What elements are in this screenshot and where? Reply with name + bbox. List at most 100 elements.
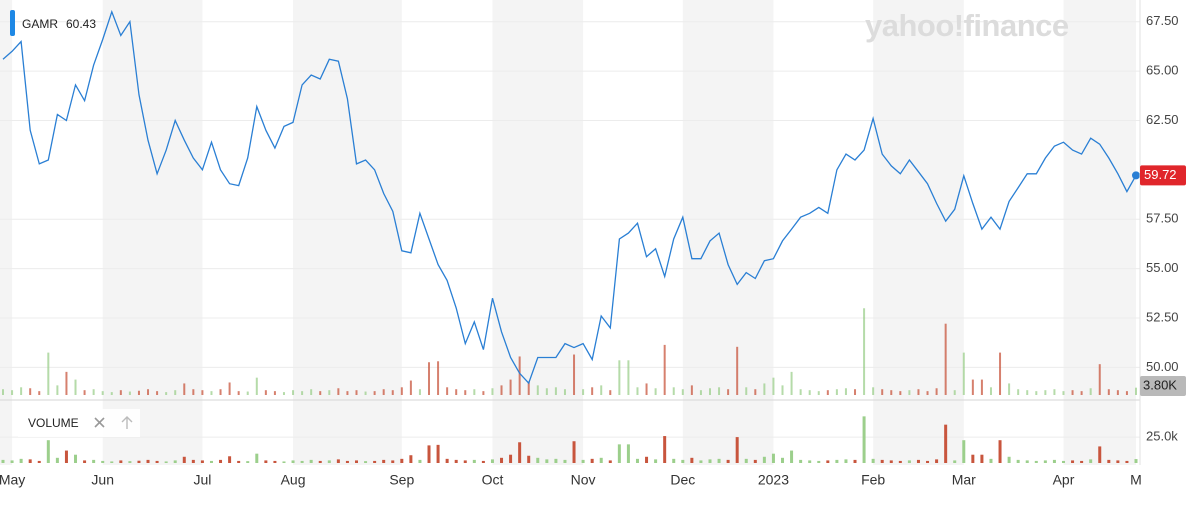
volume-overlay-bar [264,390,267,395]
volume-overlay-bar [863,308,866,395]
volume-overlay-bar [382,389,385,395]
x-tick-label: M [1130,472,1142,488]
volume-bar [1,459,5,463]
volume-overlay-bar [391,390,394,395]
volume-overlay-bar [418,389,421,395]
volume-overlay-bar [183,383,186,395]
volume-bar [219,459,223,463]
volume-bar [191,459,195,463]
volume-overlay-bar [310,389,313,395]
volume-overlay-bar [727,389,730,395]
x-tick-label: 2023 [758,472,789,488]
volume-overlay-bar [47,352,50,395]
x-tick-label: May [0,472,25,488]
volume-bar [953,460,957,463]
volume-bar [717,458,721,463]
y-tick-label: 52.50 [1146,309,1179,324]
month-band [873,0,964,465]
volume-overlay-bar [654,388,657,395]
volume-overlay-bar [899,391,902,395]
volume-tag [1140,376,1186,396]
volume-overlay-bar [736,346,739,395]
volume-bar [826,460,830,463]
volume-bar [989,458,993,463]
x-tick-label: Dec [670,472,695,488]
volume-bar [799,459,803,463]
volume-overlay-bar [473,389,476,395]
volume-tag-label: 3.80K [1143,377,1177,392]
volume-bar [364,461,368,463]
volume-bar [391,460,395,463]
volume-overlay-bar [437,361,440,395]
volume-bar [527,455,531,463]
volume-bar [753,459,757,463]
month-band [0,0,13,465]
volume-bar [481,460,485,463]
volume-bar [382,459,386,463]
volume-overlay-bar [573,354,576,395]
volume-overlay-bar [500,385,503,395]
volume-bar [744,458,748,463]
volume-bar [155,460,159,463]
volume-overlay-bar [718,387,721,395]
volume-overlay-bar [1044,390,1047,395]
volume-bar [971,454,975,463]
volume-overlay-bar [944,323,947,395]
volume-bar [246,461,250,463]
volume-overlay-bar [600,385,603,395]
close-icon[interactable] [94,417,105,428]
volume-bar [726,459,730,463]
volume-bar [1125,460,1129,463]
volume-overlay-bar [745,387,748,395]
volume-bar [509,454,513,463]
x-tick-label: Oct [482,472,504,488]
volume-bar [663,436,667,463]
volume-overlay-bar [772,377,775,395]
volume-bar [46,440,50,463]
volume-bar [790,450,794,463]
volume-overlay-bar [926,391,929,395]
volume-bar [1071,460,1075,463]
volume-overlay-bar [509,379,512,395]
price-tag-label: 59.72 [1144,167,1177,182]
volume-overlay-bar [246,391,249,395]
volume-overlay-bar [672,387,675,395]
volume-overlay-bar [2,389,4,395]
volume-overlay-bar [1089,388,1092,395]
volume-bar [427,445,431,463]
month-band [293,0,402,465]
volume-bar [436,444,440,463]
volume-bar [255,453,259,463]
x-tick-label: Jun [91,472,114,488]
volume-bar [1043,460,1047,463]
volume-overlay-bar [518,356,521,395]
volume-bar [581,459,585,463]
volume-overlay-bar [201,390,204,395]
volume-bar [110,461,114,463]
volume-bar [980,454,984,463]
volume-overlay-bar [754,389,757,395]
y-tick-label: 25.0k [1146,429,1178,444]
volume-bar [916,459,920,463]
volume-bar [1016,459,1020,463]
volume-bar [19,458,23,463]
volume-overlay-bar [826,390,829,395]
volume-overlay-bar [128,391,131,395]
volume-overlay-bar [11,390,14,395]
move-up-icon[interactable] [121,416,133,429]
volume-overlay-bar [708,388,711,395]
volume-bar [817,460,821,463]
volume-overlay-bar [971,379,974,395]
volume-bar [282,461,286,463]
volume-bar [626,444,630,463]
volume-overlay-bar [962,352,965,395]
legend-value: 60.43 [66,17,96,31]
volume-bar [880,459,884,463]
volume-overlay-bar [980,379,983,395]
x-tick-label: Aug [281,472,306,488]
volume-bar [944,424,948,463]
x-tick-label: Mar [952,472,976,488]
volume-bar [962,440,966,463]
volume-overlay-bar [56,385,59,395]
volume-overlay-bar [890,390,893,395]
